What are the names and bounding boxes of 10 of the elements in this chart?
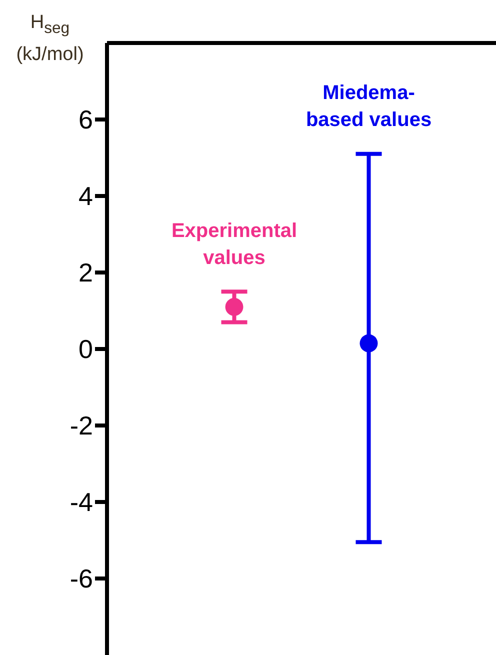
- text: Miedema-based values: [304, 80, 433, 133]
- y-tick-label: -2: [70, 410, 93, 441]
- text: Experimental values: [170, 218, 298, 271]
- y-tick-label: -6: [70, 564, 93, 594]
- y-tick-label: 6: [78, 104, 93, 135]
- y-axis-title: H$_{seg}$ (kJ/mol): [15, 11, 85, 67]
- y-tick-label: -4: [70, 487, 93, 518]
- y-tick-label: 0: [78, 334, 93, 364]
- y-tick-label: 2: [78, 258, 93, 288]
- y-tick-label: 4: [78, 181, 93, 212]
